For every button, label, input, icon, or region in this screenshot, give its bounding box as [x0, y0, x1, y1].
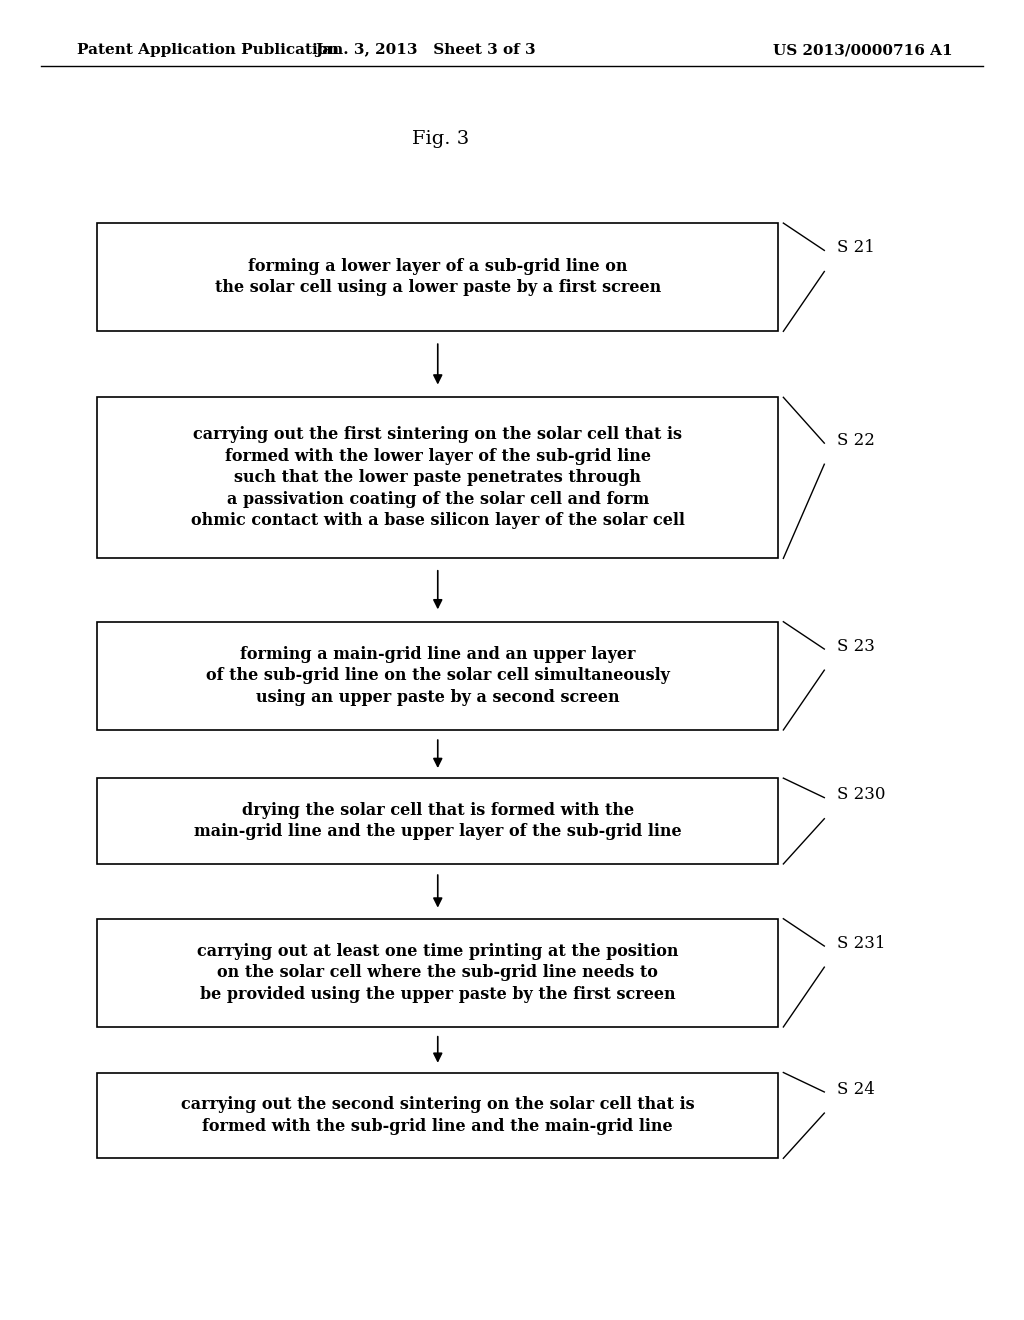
Bar	[97, 777, 778, 863]
Bar	[97, 223, 778, 331]
Text: carrying out the first sintering on the solar cell that is
formed with the lower: carrying out the first sintering on the …	[190, 426, 685, 529]
Text: Patent Application Publication: Patent Application Publication	[77, 44, 339, 57]
Text: carrying out at least one time printing at the position
on the solar cell where : carrying out at least one time printing …	[197, 942, 679, 1003]
Bar	[97, 397, 778, 558]
Bar	[97, 919, 778, 1027]
Text: S 230: S 230	[837, 787, 885, 804]
Text: drying the solar cell that is formed with the
main-grid line and the upper layer: drying the solar cell that is formed wit…	[194, 801, 682, 841]
Text: US 2013/0000716 A1: US 2013/0000716 A1	[773, 44, 952, 57]
Text: forming a main-grid line and an upper layer
of the sub-grid line on the solar ce: forming a main-grid line and an upper la…	[206, 645, 670, 706]
Bar	[97, 1072, 778, 1159]
Text: Jan. 3, 2013   Sheet 3 of 3: Jan. 3, 2013 Sheet 3 of 3	[314, 44, 536, 57]
Text: S 24: S 24	[837, 1081, 874, 1098]
Text: forming a lower layer of a sub-grid line on
the solar cell using a lower paste b: forming a lower layer of a sub-grid line…	[215, 257, 660, 297]
Text: S 231: S 231	[837, 935, 885, 952]
Text: carrying out the second sintering on the solar cell that is
formed with the sub-: carrying out the second sintering on the…	[181, 1096, 694, 1135]
Text: S 22: S 22	[837, 432, 874, 449]
Text: Fig. 3: Fig. 3	[412, 129, 469, 148]
Bar	[97, 622, 778, 730]
Text: S 21: S 21	[837, 239, 874, 256]
Text: S 23: S 23	[837, 638, 874, 655]
